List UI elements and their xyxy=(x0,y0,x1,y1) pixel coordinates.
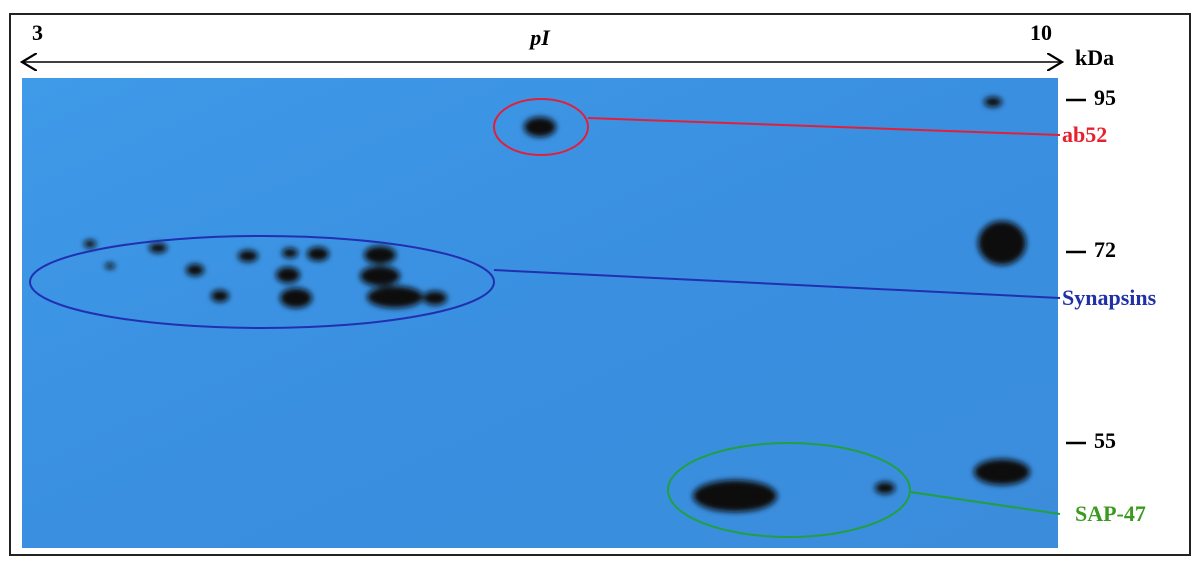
kda-label: kDa xyxy=(1075,45,1114,70)
pi-end: 10 xyxy=(1030,20,1052,45)
pi-start: 3 xyxy=(32,20,43,45)
marker-label: 95 xyxy=(1094,85,1116,110)
annotation-label: SAP-47 xyxy=(1075,501,1146,526)
blot xyxy=(22,78,1058,548)
figure: 3 10 pI kDa 95 72 55 ab52 Synapsins SAP-… xyxy=(0,0,1200,563)
body: 3 10 pI kDa 95 72 55 ab52 Synapsins SAP-… xyxy=(0,0,1200,563)
marker-label: 55 xyxy=(1094,428,1116,453)
marker-label: 72 xyxy=(1094,237,1116,262)
annotation-label: Synapsins xyxy=(1062,285,1157,310)
pi-label: pI xyxy=(528,25,551,50)
annotation-label: ab52 xyxy=(1062,122,1107,147)
page: {"axis": {"left": "3", "right": "10", "l… xyxy=(0,0,1200,563)
